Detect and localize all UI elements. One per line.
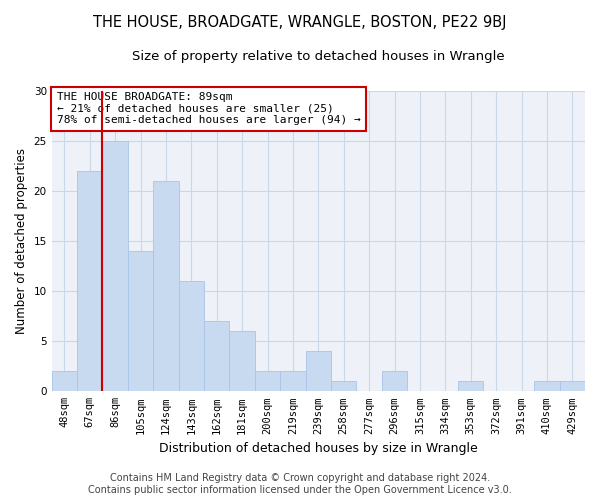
Text: THE HOUSE BROADGATE: 89sqm
← 21% of detached houses are smaller (25)
78% of semi: THE HOUSE BROADGATE: 89sqm ← 21% of deta… [57,92,361,126]
Bar [103,140,128,392]
Bar [331,382,356,392]
Text: Contains HM Land Registry data © Crown copyright and database right 2024.
Contai: Contains HM Land Registry data © Crown c… [88,474,512,495]
Bar [204,321,229,392]
Bar [179,281,204,392]
Bar [255,372,280,392]
Bar [305,351,331,392]
Bar [52,372,77,392]
X-axis label: Distribution of detached houses by size in Wrangle: Distribution of detached houses by size … [159,442,478,455]
Bar [560,382,585,392]
Y-axis label: Number of detached properties: Number of detached properties [15,148,28,334]
Bar [280,372,305,392]
Bar [458,382,484,392]
Title: Size of property relative to detached houses in Wrangle: Size of property relative to detached ho… [132,50,505,63]
Bar [534,382,560,392]
Bar [128,251,153,392]
Bar [382,372,407,392]
Bar [77,171,103,392]
Bar [153,181,179,392]
Text: THE HOUSE, BROADGATE, WRANGLE, BOSTON, PE22 9BJ: THE HOUSE, BROADGATE, WRANGLE, BOSTON, P… [93,15,507,30]
Bar [229,331,255,392]
